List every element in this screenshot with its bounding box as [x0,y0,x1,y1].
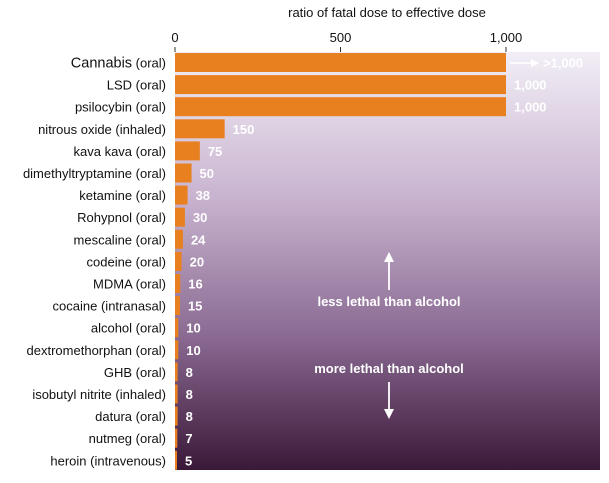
category-label: isobutyl nitrite (inhaled) [32,387,166,402]
bar [175,97,506,117]
bar [175,185,188,205]
value-label: 7 [185,431,192,446]
down-arrow-icon [384,382,394,419]
bar [175,318,179,338]
value-label: 1,000 [514,100,547,115]
category-label: GHB (oral) [104,365,166,380]
value-label: 24 [191,232,206,247]
category-label: dextromethorphan (oral) [27,343,166,358]
category-label: heroin (intravenous) [50,453,166,468]
category-label: dimethyltryptamine (oral) [23,166,166,181]
category-label: Cannabis (oral) [71,56,166,72]
category-label: Rohypnol (oral) [77,210,166,225]
annotation-less-lethal: less lethal than alcohol [317,294,460,309]
overflow-arrow-icon [510,59,539,67]
bar [175,450,177,470]
value-label: 10 [186,321,200,336]
x-tick-label: 500 [330,30,352,45]
category-label: MDMA (oral) [93,277,166,292]
up-arrow-icon [384,252,394,290]
value-label: 8 [186,365,193,380]
value-label: 1,000 [514,78,547,93]
category-label: kava kava (oral) [74,144,167,159]
bar [175,296,180,316]
category-labels: Cannabis (oral) LSD (oral) psilocybin (ora… [23,56,166,469]
value-label: 16 [188,277,202,292]
bar [175,53,506,72]
category-label: datura (oral) [95,409,166,424]
value-label: 75 [208,144,222,159]
bar-series [175,53,506,470]
category-label: psilocybin (oral) [75,100,166,115]
category-label: codeine (oral) [87,254,167,269]
value-label: 5 [185,453,192,468]
value-label: 150 [233,122,255,137]
value-label: 8 [186,387,193,402]
category-label: alcohol (oral) [91,321,166,336]
bar [175,141,200,161]
bar [175,163,192,183]
axis-title: ratio of fatal dose to effective dose [288,5,486,20]
bar [175,340,179,360]
bar [175,274,181,293]
annotation-more-lethal: more lethal than alcohol [314,361,464,376]
bar [175,75,506,95]
value-labels: >1,0001,0001,000150755038302420161510108… [185,56,583,469]
x-axis: 0 500 1,000 [171,30,522,52]
bar [175,384,178,404]
value-label: 38 [196,188,210,203]
bar [175,428,178,448]
value-label: 50 [200,166,214,181]
category-label: LSD (oral) [107,78,166,93]
bar [175,119,225,139]
category-label: nitrous oxide (inhaled) [38,122,166,137]
value-label: 20 [190,254,204,269]
category-label: ketamine (oral) [79,188,166,203]
bar [175,251,182,271]
bar [175,207,185,227]
bar [175,406,178,426]
category-label: cocaine (intranasal) [53,299,166,314]
bar [175,229,183,249]
value-label: 10 [186,343,200,358]
value-label: 30 [193,210,207,225]
x-tick-label: 1,000 [490,30,523,45]
value-label: 8 [186,409,193,424]
category-label: mescaline (oral) [74,232,166,247]
bar [175,362,178,382]
value-label: 15 [188,299,202,314]
x-tick-label: 0 [171,30,178,45]
value-label: >1,000 [543,56,583,71]
category-label: nutmeg (oral) [89,431,166,446]
